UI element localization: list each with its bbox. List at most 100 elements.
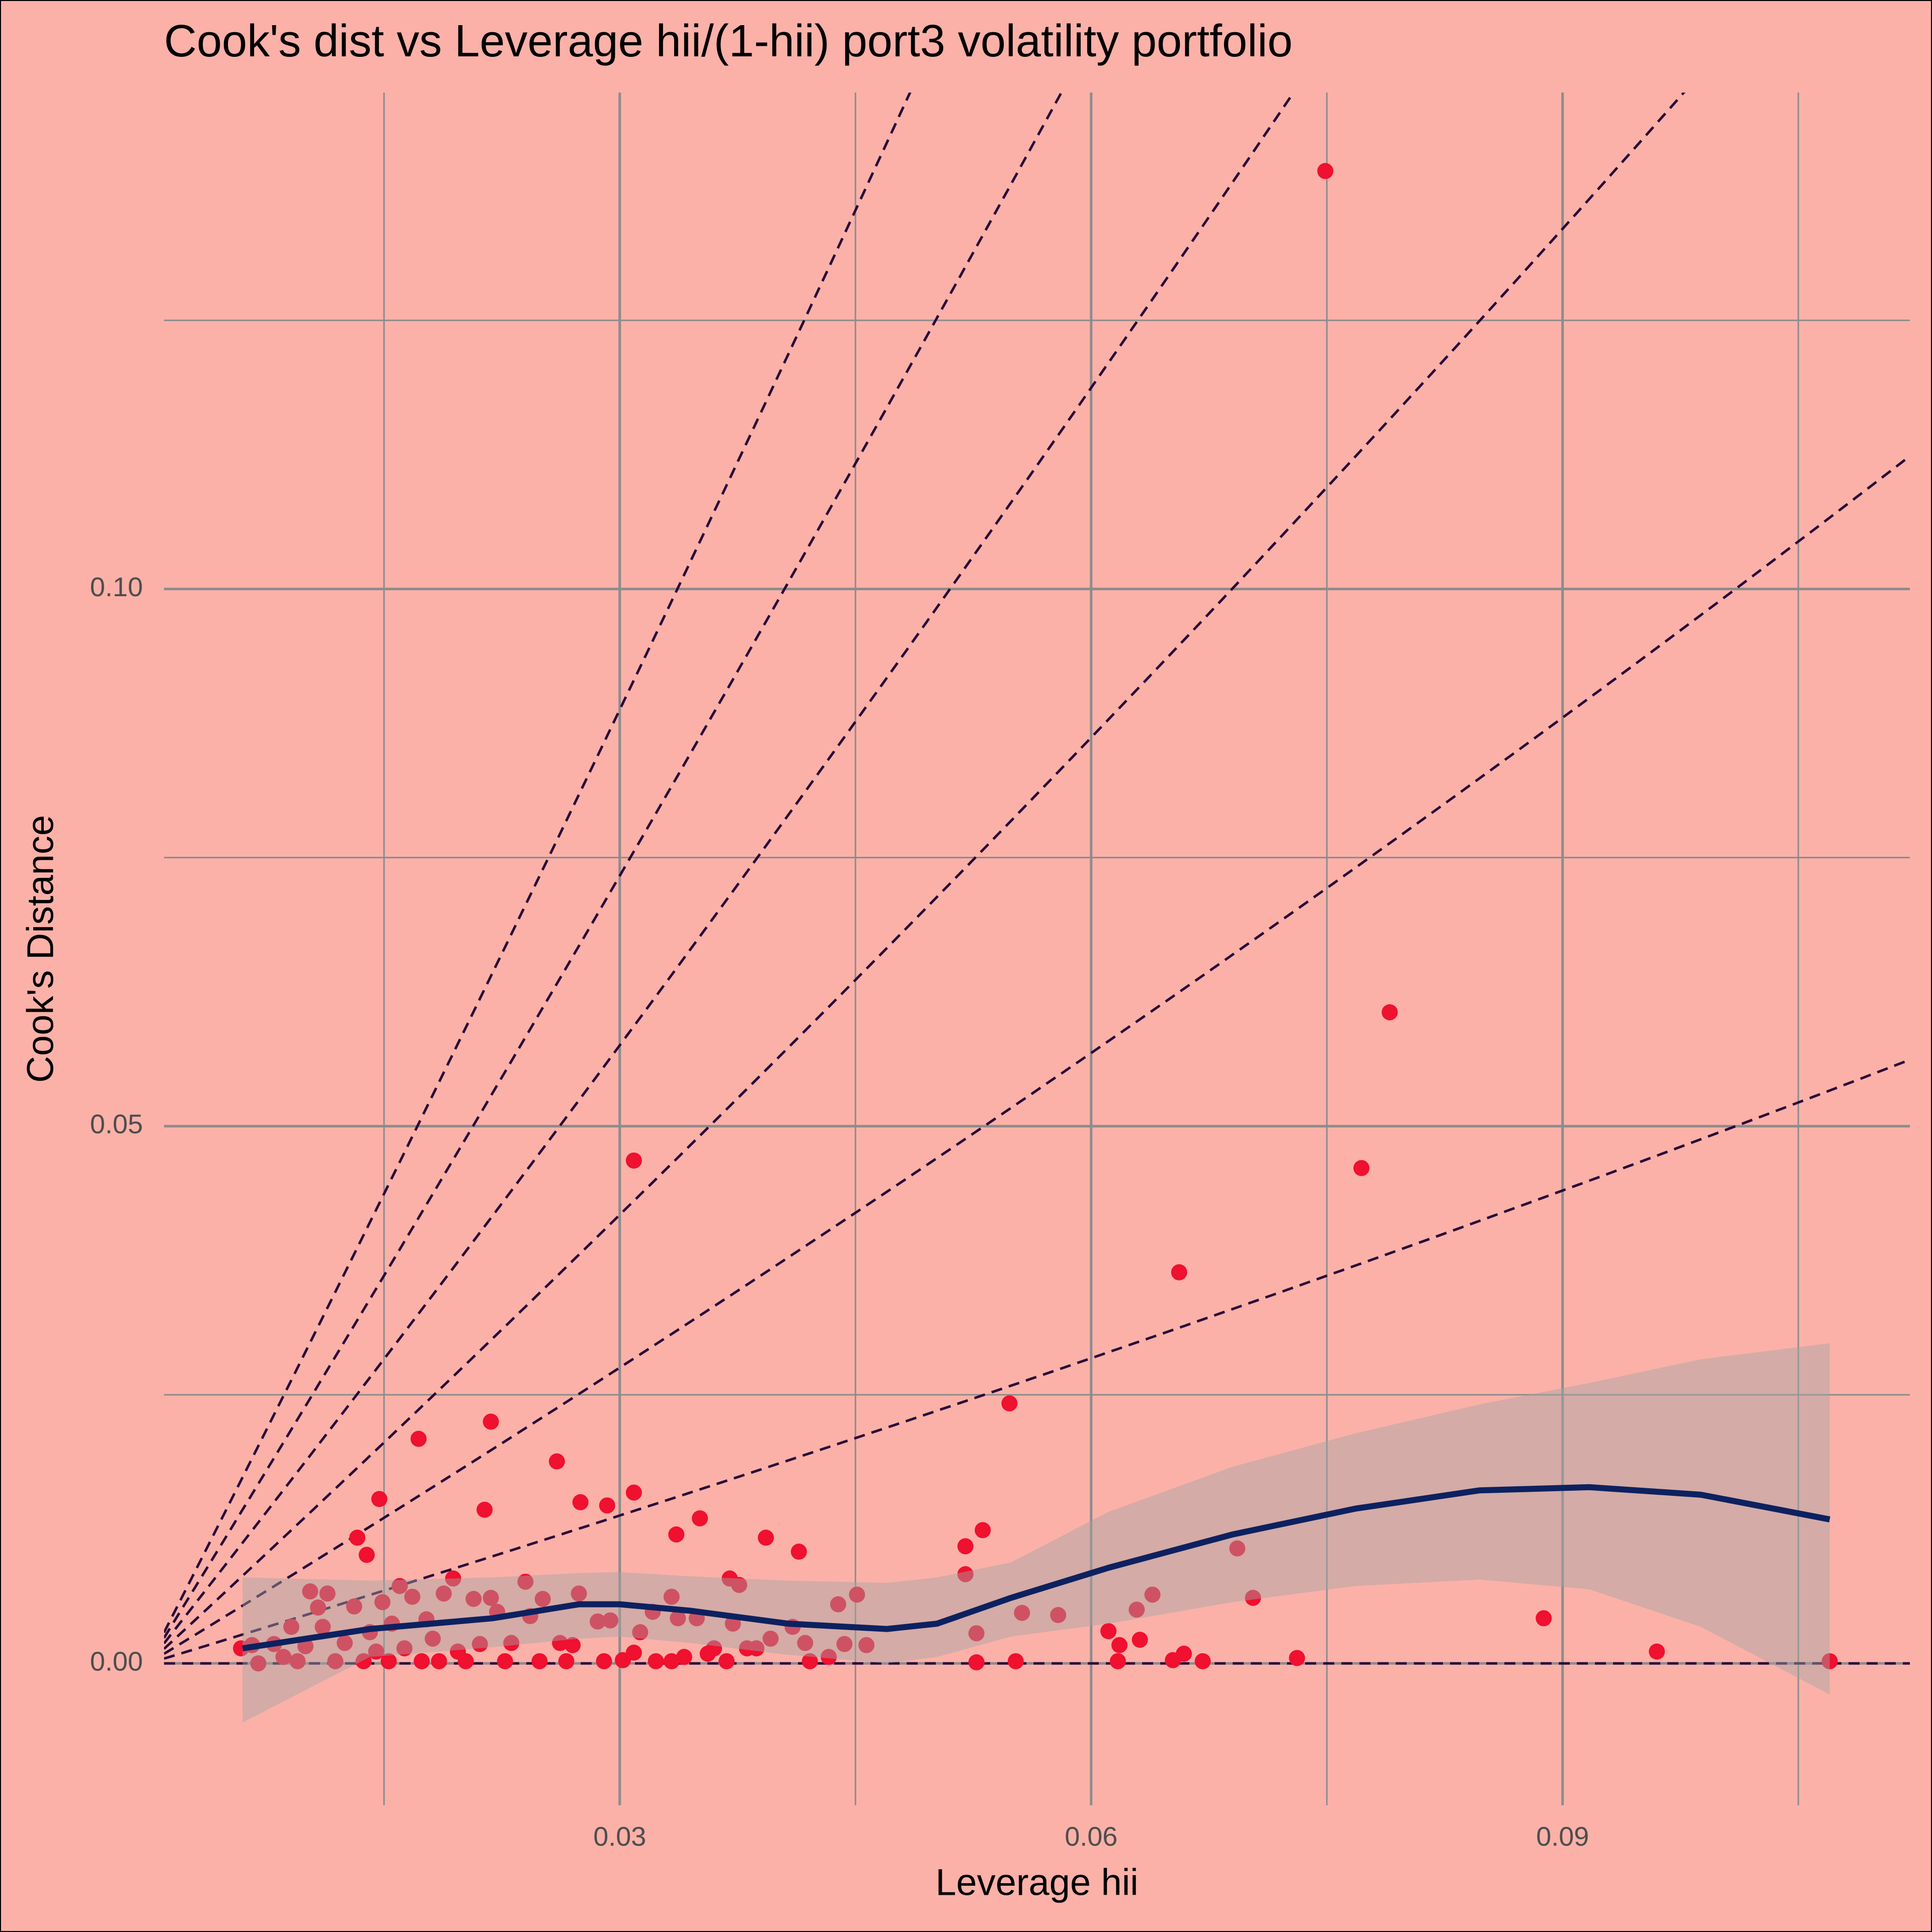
confidence-band	[243, 1343, 1830, 1723]
y-tick-label: 0.10	[90, 572, 143, 602]
point	[1144, 1586, 1161, 1603]
point	[358, 1547, 375, 1563]
point	[1001, 1395, 1018, 1412]
point	[663, 1653, 680, 1669]
point	[1109, 1653, 1126, 1669]
point	[663, 1588, 680, 1605]
point	[310, 1599, 327, 1616]
point	[380, 1653, 397, 1669]
point	[668, 1526, 685, 1543]
point	[1821, 1653, 1838, 1669]
smooth	[242, 1343, 1830, 1723]
point	[1536, 1610, 1552, 1627]
point	[1289, 1650, 1305, 1666]
point	[632, 1624, 649, 1641]
point	[797, 1635, 814, 1651]
point	[615, 1652, 631, 1668]
point	[1129, 1601, 1145, 1618]
point	[552, 1635, 569, 1651]
point	[414, 1653, 430, 1669]
point	[283, 1619, 299, 1635]
smooth-line	[242, 1484, 1830, 1652]
points	[233, 163, 1838, 1672]
point	[648, 1653, 664, 1669]
point	[1382, 1004, 1398, 1020]
point	[233, 1640, 250, 1657]
point	[497, 1653, 513, 1669]
point	[1317, 163, 1334, 179]
point	[548, 1453, 565, 1470]
point	[404, 1588, 421, 1605]
point	[565, 1637, 581, 1653]
point	[692, 1510, 708, 1526]
point	[1245, 1589, 1261, 1606]
point	[968, 1625, 985, 1642]
y-tick-label: 0.00	[90, 1646, 143, 1676]
point	[435, 1585, 452, 1602]
point	[1165, 1652, 1181, 1668]
point	[431, 1653, 447, 1669]
point	[289, 1653, 306, 1669]
point	[302, 1583, 318, 1600]
point	[968, 1654, 985, 1670]
point	[450, 1643, 466, 1660]
point	[762, 1630, 779, 1647]
x-tick-label: 0.06	[1065, 1821, 1117, 1852]
point	[790, 1544, 807, 1560]
point	[355, 1653, 372, 1669]
point	[337, 1635, 353, 1651]
contour-line	[164, 93, 1685, 1650]
point	[327, 1653, 344, 1669]
point	[758, 1530, 774, 1546]
point	[1132, 1632, 1148, 1648]
point	[849, 1586, 865, 1603]
point	[676, 1649, 692, 1665]
point	[368, 1643, 384, 1660]
point	[975, 1522, 991, 1539]
point	[571, 1585, 587, 1602]
point	[599, 1497, 615, 1514]
point	[718, 1653, 735, 1669]
point	[476, 1501, 493, 1518]
point	[957, 1538, 974, 1555]
point	[1353, 1160, 1370, 1176]
point	[445, 1570, 461, 1587]
point	[1649, 1643, 1665, 1660]
point	[1194, 1653, 1211, 1669]
point	[517, 1573, 534, 1590]
point	[503, 1635, 520, 1651]
x-axis-title: Leverage hii	[935, 1862, 1138, 1903]
point	[471, 1636, 488, 1652]
point	[957, 1566, 974, 1582]
labels: 0.03 0.06 0.09 0.00 0.05 0.10	[90, 572, 1589, 1852]
point	[1050, 1607, 1067, 1624]
point	[625, 1484, 642, 1501]
point	[314, 1619, 331, 1635]
point	[250, 1655, 267, 1672]
point	[482, 1413, 499, 1430]
contour-line	[164, 455, 1910, 1655]
point	[830, 1596, 846, 1613]
point	[346, 1598, 362, 1615]
point	[1007, 1653, 1024, 1669]
point	[1111, 1637, 1128, 1653]
x-tick-label: 0.03	[593, 1821, 646, 1852]
point	[699, 1645, 716, 1662]
point	[534, 1590, 551, 1607]
point	[748, 1640, 765, 1657]
point	[396, 1640, 413, 1657]
contours	[164, 93, 1910, 1665]
point	[374, 1594, 391, 1611]
point	[1014, 1604, 1030, 1621]
point	[391, 1578, 408, 1594]
point	[531, 1653, 548, 1669]
point	[836, 1636, 853, 1652]
point	[821, 1649, 837, 1665]
point	[410, 1430, 427, 1447]
point	[371, 1491, 387, 1507]
point	[349, 1530, 366, 1546]
contour-line	[164, 93, 1063, 1639]
chart-title: Cook's dist vs Leverage hii/(1-hii) port…	[164, 16, 1293, 66]
